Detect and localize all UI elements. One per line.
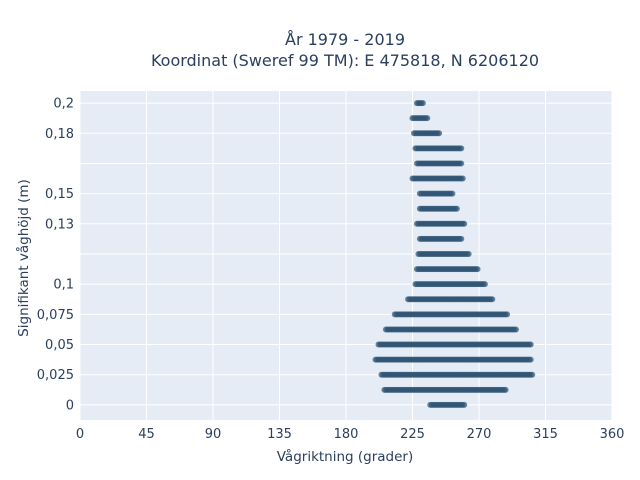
x-tick-label: 180 [334,427,359,442]
data-point [458,145,465,152]
data-point [458,235,465,242]
data-point [458,160,465,167]
data-point [459,175,466,182]
y-axis-ticks: 0 0,025 0,05 0,075 0,1 0,13 0,15 0,18 0,2 [37,97,74,414]
data-point [465,250,472,257]
x-axis-ticks: 0 45 90 135 180 225 270 315 360 [76,427,625,442]
data-point [461,401,468,408]
chart-title-line-2: Koordinat (Sweref 99 TM): E 475818, N 62… [151,51,539,70]
y-tick-label: 0,025 [37,368,74,383]
x-tick-label: 360 [600,427,625,442]
data-point [449,190,456,197]
x-tick-label: 90 [205,427,222,442]
data-point [453,205,460,212]
y-tick-label: 0,075 [37,308,74,323]
y-tick-label: 0,2 [53,97,74,112]
x-tick-label: 45 [138,427,155,442]
y-tick-label: 0,18 [45,127,74,142]
x-tick-label: 270 [467,427,492,442]
x-axis-title: Vågriktning (grader) [277,448,414,465]
data-point [419,100,426,107]
data-point [461,220,468,227]
data-points [372,100,536,408]
data-point [436,130,443,137]
data-point [529,371,536,378]
data-point [424,115,431,122]
data-point [481,281,488,288]
data-point [504,311,511,318]
data-point [527,341,534,348]
data-point [527,356,534,363]
x-tick-label: 0 [76,427,84,442]
x-tick-label: 225 [400,427,425,442]
x-tick-label: 135 [267,427,292,442]
data-point [512,326,519,333]
data-point [502,386,509,393]
y-tick-label: 0 [66,398,74,413]
y-tick-label: 0,1 [53,278,74,293]
y-axis-title: Signifikant våghöjd (m) [15,179,32,337]
x-tick-label: 315 [533,427,558,442]
data-point [489,296,496,303]
chart-title-line-1: År 1979 - 2019 [285,30,405,49]
y-tick-label: 0,05 [45,338,74,353]
y-tick-label: 0,13 [45,217,74,232]
data-point [474,266,481,273]
y-tick-label: 0,15 [45,187,74,202]
